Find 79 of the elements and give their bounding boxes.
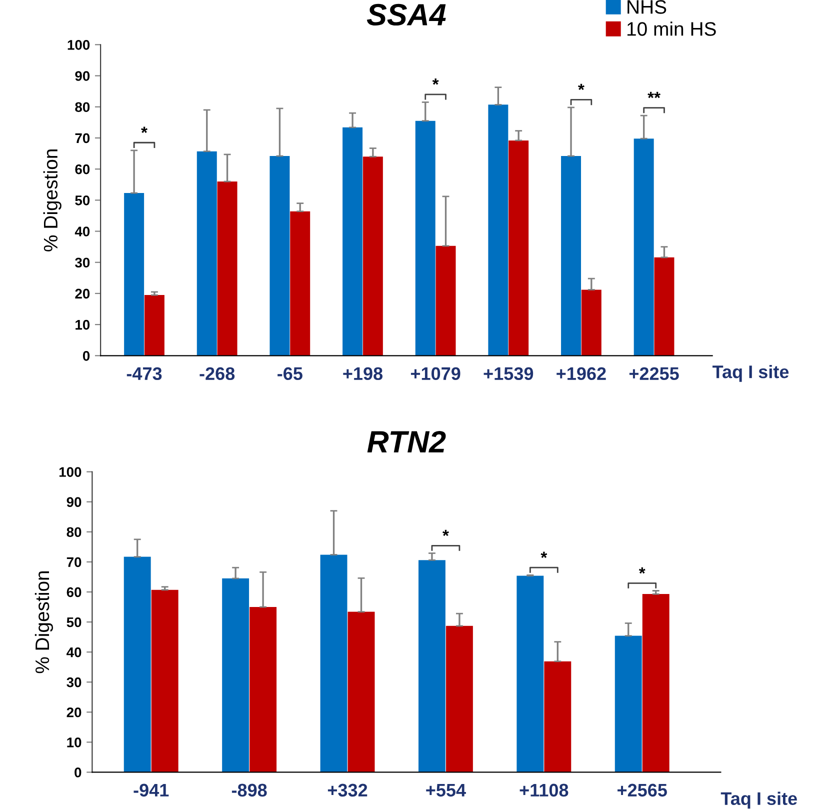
- y-tick-label: 40: [74, 226, 90, 236]
- x-tick-label: +2255: [629, 367, 679, 380]
- x-tick-label: -898: [232, 784, 267, 797]
- x-tick-label: -268: [200, 367, 235, 380]
- y-tick-label: 40: [66, 647, 82, 658]
- y-tick-label: 80: [66, 527, 82, 538]
- y-tick-label: 20: [75, 288, 90, 299]
- x-axis-title: Taq I site: [712, 364, 789, 382]
- bar: [654, 257, 674, 356]
- bar: [250, 606, 277, 772]
- y-tick-label: 70: [66, 557, 82, 568]
- bar: [642, 594, 670, 772]
- y-tick-label: 60: [75, 164, 90, 174]
- x-tick-label: +332: [328, 784, 368, 797]
- y-tick-label: 100: [68, 40, 90, 50]
- x-tick-label: -473: [126, 367, 162, 380]
- legend-label: NHS: [628, 0, 666, 14]
- y-axis-title: % Digestion: [34, 571, 54, 674]
- annotation: *: [141, 126, 148, 133]
- x-tick-label: -941: [134, 784, 169, 797]
- x-tick-label: +1079: [410, 367, 460, 380]
- bar: [217, 182, 238, 356]
- bar: [320, 554, 348, 772]
- y-tick-label: 90: [66, 497, 82, 507]
- bar: [614, 636, 642, 772]
- y-axis-title: % Digestion: [43, 150, 62, 252]
- y-tick-label: 20: [66, 707, 82, 718]
- y-tick-label: 50: [75, 195, 90, 206]
- y-tick-label: 0: [82, 350, 90, 361]
- y-tick-label: 10: [76, 320, 90, 330]
- x-tick-label: -65: [278, 367, 302, 380]
- bar: [634, 138, 654, 356]
- annotation: *: [638, 567, 646, 574]
- chart-title: RTN2: [367, 430, 446, 452]
- bar: [222, 578, 250, 772]
- legend-label: 10 min HS: [627, 22, 716, 36]
- annotation: *: [432, 78, 439, 85]
- y-tick-label: 70: [75, 133, 90, 144]
- bar: [488, 104, 508, 356]
- bar: [436, 246, 456, 356]
- bar: [124, 556, 151, 772]
- bar: [270, 156, 290, 356]
- y-tick-label: 30: [66, 677, 82, 688]
- bar: [508, 140, 529, 356]
- x-tick-label: +1539: [484, 367, 534, 380]
- bar: [581, 290, 602, 356]
- bar: [124, 193, 144, 356]
- y-tick-label: 100: [59, 467, 82, 477]
- y-tick-label: 0: [74, 768, 82, 778]
- y-tick-label: 10: [67, 738, 82, 748]
- x-tick-label: +1108: [520, 784, 568, 797]
- bar: [151, 590, 178, 772]
- bar: [561, 156, 582, 356]
- y-tick-label: 90: [75, 71, 90, 81]
- bar: [544, 661, 572, 772]
- bar: [516, 576, 544, 772]
- bar: [196, 151, 217, 356]
- x-axis-title: Taq I site: [720, 792, 797, 809]
- x-tick-label: +1962: [556, 367, 606, 380]
- bar: [415, 120, 436, 356]
- y-tick-label: 80: [75, 102, 90, 112]
- annotation: *: [540, 552, 548, 558]
- x-tick-label: +554: [426, 784, 466, 797]
- annotation: *: [442, 530, 449, 536]
- y-tick-label: 60: [66, 587, 82, 598]
- bar: [348, 612, 375, 772]
- x-tick-label: +2565: [618, 784, 667, 797]
- chart-title: SSA4: [366, 4, 446, 26]
- y-tick-label: 30: [75, 258, 90, 268]
- bar: [144, 295, 164, 356]
- x-tick-label: +198: [343, 367, 383, 380]
- y-tick-label: 50: [66, 617, 82, 628]
- bar: [446, 626, 473, 772]
- bar: [342, 127, 363, 356]
- annotation: **: [648, 92, 661, 98]
- bar: [290, 211, 310, 356]
- bar: [362, 156, 383, 356]
- bar: [418, 560, 446, 772]
- annotation: *: [578, 84, 584, 90]
